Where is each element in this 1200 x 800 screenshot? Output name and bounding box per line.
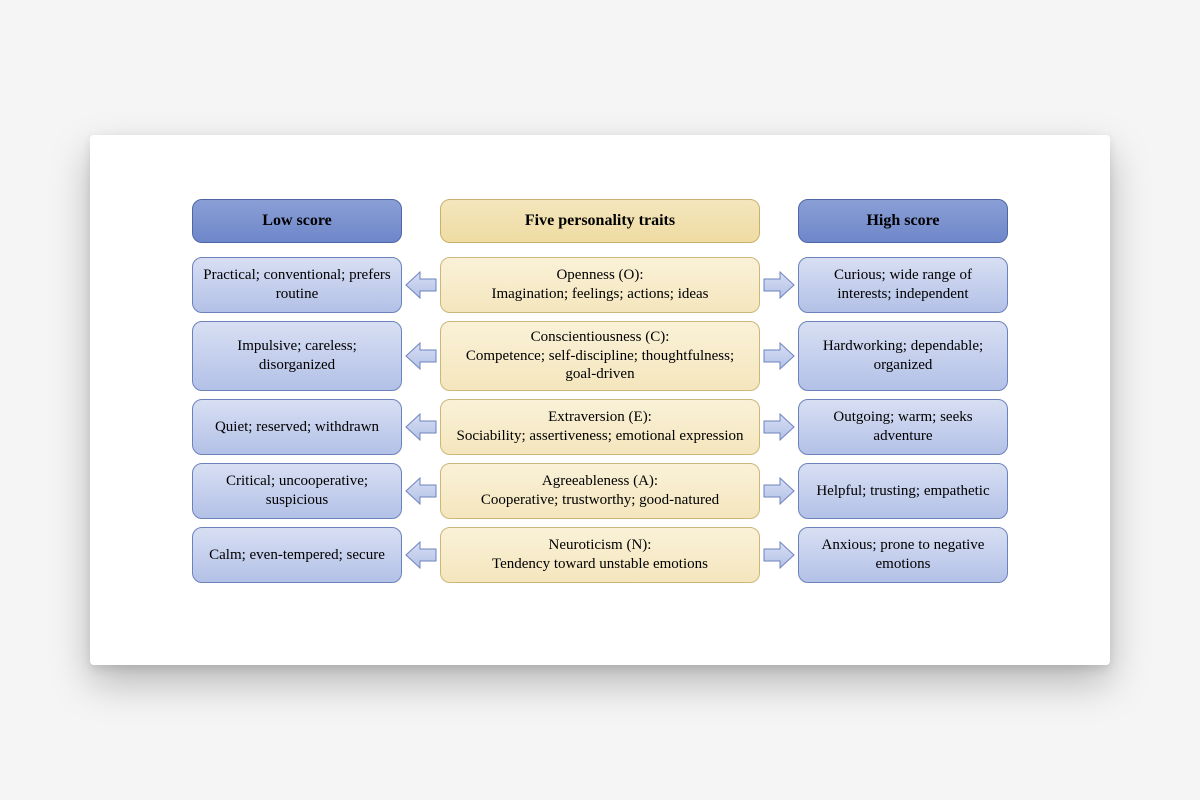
arrow-right-icon bbox=[760, 399, 798, 455]
trait-center-box: Openness (O): Imagination; feelings; act… bbox=[440, 257, 760, 313]
trait-title: Conscientiousness (C): bbox=[451, 328, 749, 347]
low-score-box: Quiet; reserved; withdrawn bbox=[192, 399, 402, 455]
trait-center-box: Extraversion (E): Sociability; assertive… bbox=[440, 399, 760, 455]
header-high-score: High score bbox=[798, 199, 1008, 243]
high-score-box: Hardworking; dependable; organized bbox=[798, 321, 1008, 391]
trait-title: Openness (O): bbox=[491, 266, 708, 285]
arrow-left-icon bbox=[402, 527, 440, 583]
trait-title: Neuroticism (N): bbox=[492, 536, 708, 555]
low-score-box: Calm; even-tempered; secure bbox=[192, 527, 402, 583]
arrow-left-icon bbox=[402, 321, 440, 391]
header-low-score: Low score bbox=[192, 199, 402, 243]
diagram-card: Low score Five personality traits High s… bbox=[90, 135, 1110, 665]
trait-title: Agreeableness (A): bbox=[481, 472, 719, 491]
arrow-right-icon bbox=[760, 463, 798, 519]
low-score-box: Impulsive; careless; disorganized bbox=[192, 321, 402, 391]
trait-row: Quiet; reserved; withdrawn Extraversion … bbox=[154, 399, 1046, 455]
high-score-box: Curious; wide range of interests; indepe… bbox=[798, 257, 1008, 313]
trait-description: Sociability; assertiveness; emotional ex… bbox=[456, 427, 743, 446]
header-gap-left bbox=[402, 199, 440, 243]
trait-row: Critical; uncooperative; suspicious Agre… bbox=[154, 463, 1046, 519]
trait-description: Cooperative; trustworthy; good-natured bbox=[481, 491, 719, 510]
trait-row: Impulsive; careless; disorganized Consci… bbox=[154, 321, 1046, 391]
trait-row: Practical; conventional; prefers routine… bbox=[154, 257, 1046, 313]
arrow-right-icon bbox=[760, 257, 798, 313]
trait-center-box: Neuroticism (N): Tendency toward unstabl… bbox=[440, 527, 760, 583]
trait-description: Imagination; feelings; actions; ideas bbox=[491, 285, 708, 304]
page-root: Low score Five personality traits High s… bbox=[0, 0, 1200, 800]
header-gap-right bbox=[760, 199, 798, 243]
high-score-box: Outgoing; warm; seeks adventure bbox=[798, 399, 1008, 455]
traits-grid: Low score Five personality traits High s… bbox=[154, 199, 1046, 583]
high-score-box: Anxious; prone to negative emotions bbox=[798, 527, 1008, 583]
arrow-left-icon bbox=[402, 257, 440, 313]
header-row: Low score Five personality traits High s… bbox=[154, 199, 1046, 243]
trait-description: Competence; self-discipline; thoughtfuln… bbox=[451, 347, 749, 385]
trait-row: Calm; even-tempered; secure Neuroticism … bbox=[154, 527, 1046, 583]
trait-description: Tendency toward unstable emotions bbox=[492, 555, 708, 574]
arrow-left-icon bbox=[402, 399, 440, 455]
trait-center-box: Conscientiousness (C): Competence; self-… bbox=[440, 321, 760, 391]
high-score-box: Helpful; trusting; empathetic bbox=[798, 463, 1008, 519]
trait-title: Extraversion (E): bbox=[456, 408, 743, 427]
arrow-left-icon bbox=[402, 463, 440, 519]
low-score-box: Critical; uncooperative; suspicious bbox=[192, 463, 402, 519]
header-center-traits: Five personality traits bbox=[440, 199, 760, 243]
arrow-right-icon bbox=[760, 527, 798, 583]
low-score-box: Practical; conventional; prefers routine bbox=[192, 257, 402, 313]
arrow-right-icon bbox=[760, 321, 798, 391]
trait-center-box: Agreeableness (A): Cooperative; trustwor… bbox=[440, 463, 760, 519]
